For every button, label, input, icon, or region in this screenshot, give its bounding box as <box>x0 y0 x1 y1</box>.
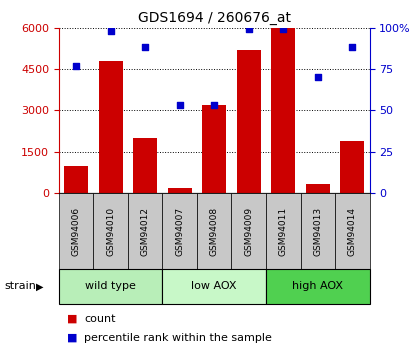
Text: GSM94009: GSM94009 <box>244 207 253 256</box>
Title: GDS1694 / 260676_at: GDS1694 / 260676_at <box>138 11 291 25</box>
Bar <box>236 50 261 193</box>
Bar <box>163 193 197 269</box>
Point <box>107 28 114 34</box>
Text: GSM94010: GSM94010 <box>106 207 115 256</box>
Bar <box>266 193 301 269</box>
Bar <box>202 105 226 193</box>
Text: high AOX: high AOX <box>292 282 343 291</box>
Text: GSM94008: GSM94008 <box>210 207 219 256</box>
Bar <box>163 269 266 304</box>
Text: low AOX: low AOX <box>192 282 237 291</box>
Bar <box>128 193 163 269</box>
Point <box>211 103 218 108</box>
Text: GSM94013: GSM94013 <box>313 207 322 256</box>
Text: wild type: wild type <box>85 282 136 291</box>
Point <box>315 75 321 80</box>
Bar <box>335 193 370 269</box>
Text: GSM94012: GSM94012 <box>141 207 150 256</box>
Text: percentile rank within the sample: percentile rank within the sample <box>84 333 272 343</box>
Bar <box>133 138 157 193</box>
Text: GSM94007: GSM94007 <box>175 207 184 256</box>
Bar <box>197 193 231 269</box>
Point <box>349 45 356 50</box>
Point <box>280 27 286 32</box>
Text: ■: ■ <box>67 333 78 343</box>
Bar <box>231 193 266 269</box>
Text: ■: ■ <box>67 314 78 324</box>
Bar <box>59 269 163 304</box>
Point <box>73 63 79 68</box>
Bar <box>64 166 88 193</box>
Text: GSM94006: GSM94006 <box>71 207 81 256</box>
Point <box>245 27 252 32</box>
Bar <box>306 184 330 193</box>
Point <box>142 45 149 50</box>
Bar <box>271 28 295 193</box>
Bar <box>93 193 128 269</box>
Bar <box>266 269 370 304</box>
Bar <box>301 193 335 269</box>
Text: GSM94014: GSM94014 <box>348 207 357 256</box>
Point <box>176 103 183 108</box>
Bar <box>168 188 192 193</box>
Text: GSM94011: GSM94011 <box>279 207 288 256</box>
Text: strain: strain <box>4 282 36 291</box>
Bar <box>340 141 365 193</box>
Bar <box>99 61 123 193</box>
Bar <box>59 193 93 269</box>
Text: count: count <box>84 314 116 324</box>
Text: ▶: ▶ <box>36 282 43 291</box>
